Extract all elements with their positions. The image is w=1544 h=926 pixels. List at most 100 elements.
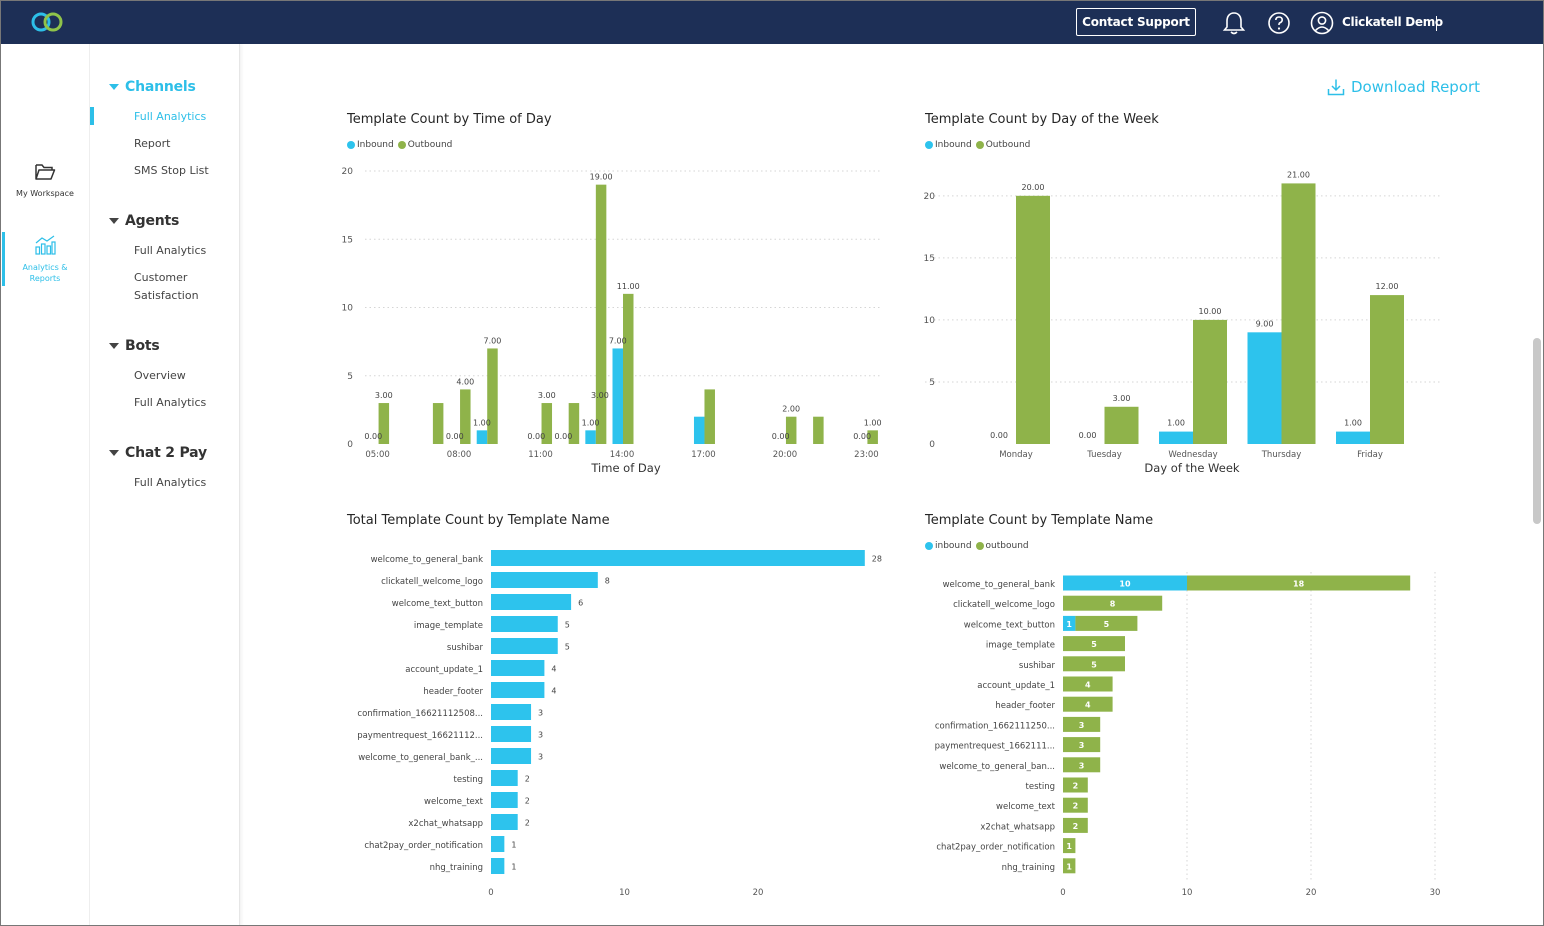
nav-group-channels[interactable]: Channels (109, 79, 196, 95)
bar-sushibar (491, 638, 558, 654)
data-label: 5 (1091, 640, 1097, 649)
nav-group-label: Agents (125, 213, 180, 229)
data-label: 3 (1079, 761, 1085, 770)
bar-outbound-05:00 (378, 403, 390, 444)
category-label: nhg_training (1002, 863, 1055, 873)
data-label: 0.00 (364, 432, 382, 441)
data-label: 5 (565, 621, 570, 630)
bar-inbound-Wednesday (1159, 431, 1193, 444)
bar-x2chat_whatsapp (491, 814, 518, 830)
help-icon[interactable] (1266, 10, 1292, 36)
x-axis-title: Day of the Week (1144, 461, 1239, 475)
top-bar: Contact Support Clickatell Demo (0, 0, 1544, 44)
data-label: 0.00 (555, 432, 573, 441)
data-label: 3 (538, 709, 543, 718)
bar-outbound-13:00 (595, 184, 607, 444)
legend-entry-outbound[interactable]: outbound (975, 541, 1029, 551)
rail-item-my-workspace[interactable]: My Workspace (0, 162, 90, 199)
data-label: 10 (1119, 580, 1131, 589)
rail-item-analytics-reports[interactable]: Analytics & Reports (0, 234, 90, 284)
nav-group-agents[interactable]: Agents (109, 213, 179, 229)
y-tick-label: 10 (342, 304, 354, 314)
bar-outbound-welcome_text_button (1075, 615, 1138, 631)
caret-down-icon (109, 450, 119, 456)
x-tick-label: 10 (1182, 888, 1193, 898)
bar-welcome_to_general_bank_... (491, 748, 532, 764)
bar-welcome_text_button (491, 594, 572, 610)
nav-group-bots[interactable]: Bots (109, 338, 160, 354)
data-label: 0.00 (527, 432, 545, 441)
bar-outbound-20:00 (785, 416, 797, 444)
download-report-button[interactable]: Download Report (1327, 78, 1480, 96)
user-name[interactable]: Clickatell Demo (1342, 15, 1443, 29)
x-tick-label: 20 (1306, 888, 1317, 898)
sidebar-item-customer-satisfaction[interactable]: Customer Satisfaction (134, 271, 199, 302)
legend-entry-inbound[interactable]: Inbound (347, 140, 394, 150)
chart-day-of-week: 0 5 10 15 20 0.00 20.00 Monday 0.00 3.00 Tuesday 1.… (924, 170, 1441, 475)
data-label: 3.00 (538, 391, 556, 400)
bar-outbound-Wednesday (1193, 319, 1227, 444)
data-label: 18 (1293, 580, 1305, 589)
data-label: 1.00 (582, 418, 600, 427)
category-label: account_update_1 (405, 665, 483, 675)
data-label: 7.00 (609, 336, 627, 345)
sidebar-item-sms-stop-list[interactable]: SMS Stop List (134, 164, 209, 177)
legend-entry-inbound[interactable]: inbound (925, 541, 972, 551)
bar-paymentrequest_16621112... (491, 726, 532, 742)
data-label: 1.00 (1344, 419, 1362, 428)
bar-outbound-chat2pay_order_notification (1063, 838, 1076, 854)
nav-group-chat-2-pay[interactable]: Chat 2 Pay (109, 445, 207, 461)
y-tick-label: 15 (342, 235, 353, 245)
x-tick-label: 10 (619, 888, 630, 898)
data-label: 4 (551, 687, 556, 696)
data-label: 21.00 (1287, 170, 1310, 179)
data-label: 1.00 (1167, 419, 1185, 428)
data-label: 10.00 (1199, 307, 1222, 316)
bar-inbound-09:00 (476, 430, 488, 444)
chart-title-day-of-week: Template Count by Day of the Week (925, 112, 1159, 127)
logo-icon[interactable] (30, 11, 64, 33)
bar-outbound-image_template (1063, 636, 1125, 652)
bar-outbound-nhg_training (1063, 858, 1076, 874)
bar-inbound-welcome_to_general_bank (1063, 575, 1187, 591)
bell-icon[interactable] (1221, 10, 1247, 36)
sidebar-item-chat2pay-full-analytics[interactable]: Full Analytics (134, 476, 207, 489)
bar-nhg_training (491, 858, 505, 874)
category-label: welcome_to_general_bank_... (358, 753, 483, 763)
bar-outbound-testing (1063, 777, 1088, 793)
bar-outbound-11:00 (541, 403, 553, 444)
sidebar-item-bots-overview[interactable]: Overview (134, 369, 186, 382)
y-tick-label: 5 (929, 378, 935, 388)
legend-entry-outbound[interactable]: Outbound (975, 140, 1030, 150)
sidebar-item-channels-full-analytics[interactable]: Full Analytics (134, 110, 207, 123)
header-divider (1436, 16, 1437, 31)
bar-outbound-paymentrequest_1662111... (1063, 737, 1101, 753)
data-label: 11.00 (617, 282, 640, 291)
data-label: 19.00 (590, 173, 613, 182)
category-label: welcome_text (996, 802, 1056, 812)
chart-title-total-by-template: Total Template Count by Template Name (347, 513, 610, 528)
category-label: clickatell_welcome_logo (381, 577, 483, 587)
user-icon[interactable] (1309, 10, 1335, 36)
scrollbar-thumb[interactable] (1533, 338, 1541, 524)
sidebar-item-agents-full-analytics[interactable]: Full Analytics (134, 244, 207, 257)
rail-label: My Workspace (16, 189, 74, 198)
category-label: nhg_training (430, 863, 483, 873)
data-label: 1 (1066, 862, 1072, 871)
data-label: 0.00 (990, 431, 1008, 440)
legend-entry-outbound[interactable]: Outbound (397, 140, 452, 150)
legend-entry-inbound[interactable]: Inbound (925, 140, 972, 150)
bar-account_update_1 (491, 660, 545, 676)
contact-support-button[interactable]: Contact Support (1076, 8, 1196, 36)
data-label: 5 (1104, 620, 1110, 629)
data-label: 1 (1066, 620, 1072, 629)
y-tick-label: 5 (347, 372, 353, 382)
data-label: 2 (1073, 822, 1079, 831)
bar-outbound-23:00 (867, 430, 878, 444)
y-tick-label: 20 (342, 167, 354, 177)
sidebar-item-bots-full-analytics[interactable]: Full Analytics (134, 396, 207, 409)
sidebar-item-report[interactable]: Report (134, 137, 171, 150)
bar-outbound-07:00 (432, 403, 444, 444)
data-label: 7.00 (484, 336, 502, 345)
